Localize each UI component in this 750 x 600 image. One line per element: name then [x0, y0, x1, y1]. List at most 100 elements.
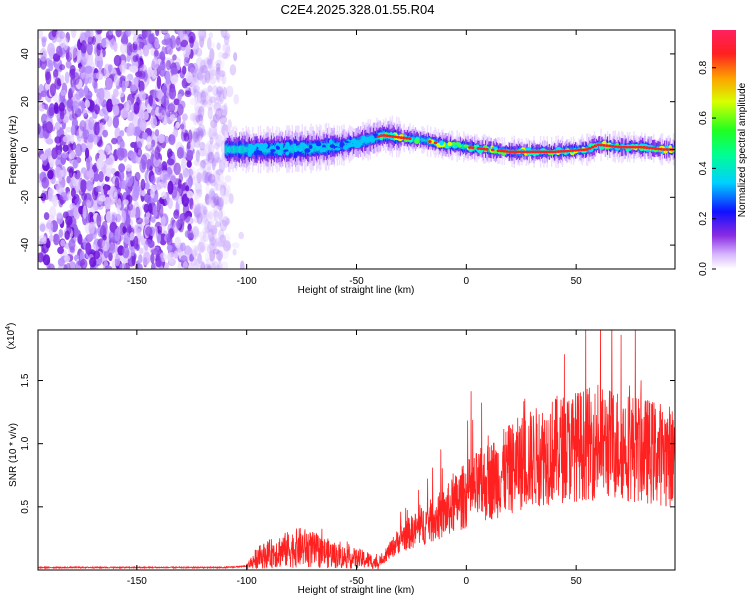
noise-cell — [134, 171, 141, 182]
noise-cell — [205, 184, 210, 197]
band-blob — [270, 148, 276, 153]
noise-cell — [150, 116, 158, 129]
noise-cell — [97, 224, 104, 237]
snr-x-axis-label: Height of straight line (km) — [298, 585, 415, 596]
noise-cell — [195, 114, 201, 123]
noise-cell — [195, 167, 203, 178]
noise-cell — [226, 184, 231, 198]
noise-cell — [93, 250, 101, 260]
noise-cell — [139, 119, 147, 132]
noise-cell — [217, 262, 223, 269]
noise-cell — [66, 100, 73, 112]
noise-cell — [85, 242, 92, 255]
noise-cell — [173, 124, 179, 138]
noise-cell — [87, 135, 94, 143]
noise-cell — [166, 233, 171, 242]
noise-cell — [142, 44, 150, 57]
noise-cell — [92, 77, 98, 89]
band-blob — [285, 151, 290, 156]
noise-cell — [217, 58, 225, 70]
noise-cell — [166, 244, 173, 252]
noise-cell — [98, 170, 104, 183]
noise-cell — [41, 177, 50, 189]
y-tick-label: 0 — [20, 146, 31, 152]
noise-cell — [198, 237, 206, 252]
ridge-peak — [567, 149, 572, 153]
band-cell — [294, 144, 297, 154]
noise-cell — [113, 41, 118, 52]
noise-cell — [212, 248, 220, 255]
noise-cell — [227, 120, 233, 129]
ridge-peak — [616, 145, 621, 149]
noise-cell — [120, 108, 129, 120]
noise-cell — [134, 263, 143, 269]
band-cell — [303, 144, 306, 153]
noise-cell — [62, 144, 69, 152]
noise-cell — [93, 136, 98, 145]
band-blob — [304, 148, 311, 153]
noise-cell — [219, 115, 228, 125]
noise-cell — [229, 64, 237, 76]
noise-cell — [194, 191, 202, 199]
ridge-peak — [622, 145, 626, 149]
noise-cell — [192, 204, 201, 215]
noise-cell — [126, 42, 133, 56]
band-blob — [247, 151, 252, 157]
band-cell — [228, 146, 230, 153]
noise-cell — [163, 32, 171, 46]
noise-cell — [210, 42, 216, 49]
ridge-peak — [533, 150, 538, 154]
noise-cell — [218, 51, 224, 59]
noise-cell — [213, 198, 220, 206]
noise-cell — [193, 207, 201, 219]
noise-cell — [200, 30, 206, 37]
noise-cell — [102, 234, 107, 241]
noise-cell — [209, 137, 214, 145]
noise-cell — [153, 89, 159, 99]
ridge-peak — [376, 135, 381, 138]
noise-cell — [104, 145, 111, 153]
noise-cell — [145, 226, 153, 237]
noise-cell — [39, 47, 48, 62]
noise-cell — [215, 183, 223, 191]
noise-cell — [212, 113, 220, 123]
noise-cell — [180, 39, 189, 48]
noise-cell — [220, 209, 226, 218]
noise-cell — [84, 65, 93, 74]
band-blob — [356, 142, 363, 146]
noise-cell — [200, 261, 206, 269]
ridge-peak — [639, 145, 643, 149]
noise-cell — [168, 86, 177, 100]
noise-cell — [194, 159, 201, 167]
noise-cell — [188, 129, 193, 144]
ridge-peak — [482, 147, 486, 151]
band-blob — [364, 138, 370, 142]
noise-cell — [167, 180, 174, 195]
noise-cell — [141, 216, 150, 225]
noise-cell — [192, 131, 200, 143]
noise-cell — [194, 203, 201, 218]
noise-cell — [196, 202, 201, 211]
noise-cell — [192, 176, 197, 186]
noise-cell — [108, 30, 114, 36]
noise-cell — [205, 193, 210, 205]
ridge-peak — [607, 144, 612, 148]
noise-cell — [75, 91, 82, 100]
noise-cell — [217, 88, 226, 103]
noise-cell — [202, 165, 207, 177]
band-cell — [423, 139, 425, 142]
noise-cell — [215, 237, 223, 248]
noise-cell — [207, 85, 213, 93]
colorbar-tick-label: 0.2 — [698, 211, 709, 225]
noise-cell — [197, 135, 202, 148]
ridge-peak — [536, 150, 541, 154]
noise-cell — [201, 87, 209, 101]
noise-cell — [210, 69, 217, 77]
band-cell — [279, 144, 282, 154]
ridge-peak — [642, 145, 646, 149]
noise-cell — [61, 168, 68, 177]
ridge-peak — [508, 150, 512, 154]
noise-cell — [111, 137, 118, 145]
ridge-peak — [570, 149, 575, 152]
noise-cell — [39, 223, 46, 233]
